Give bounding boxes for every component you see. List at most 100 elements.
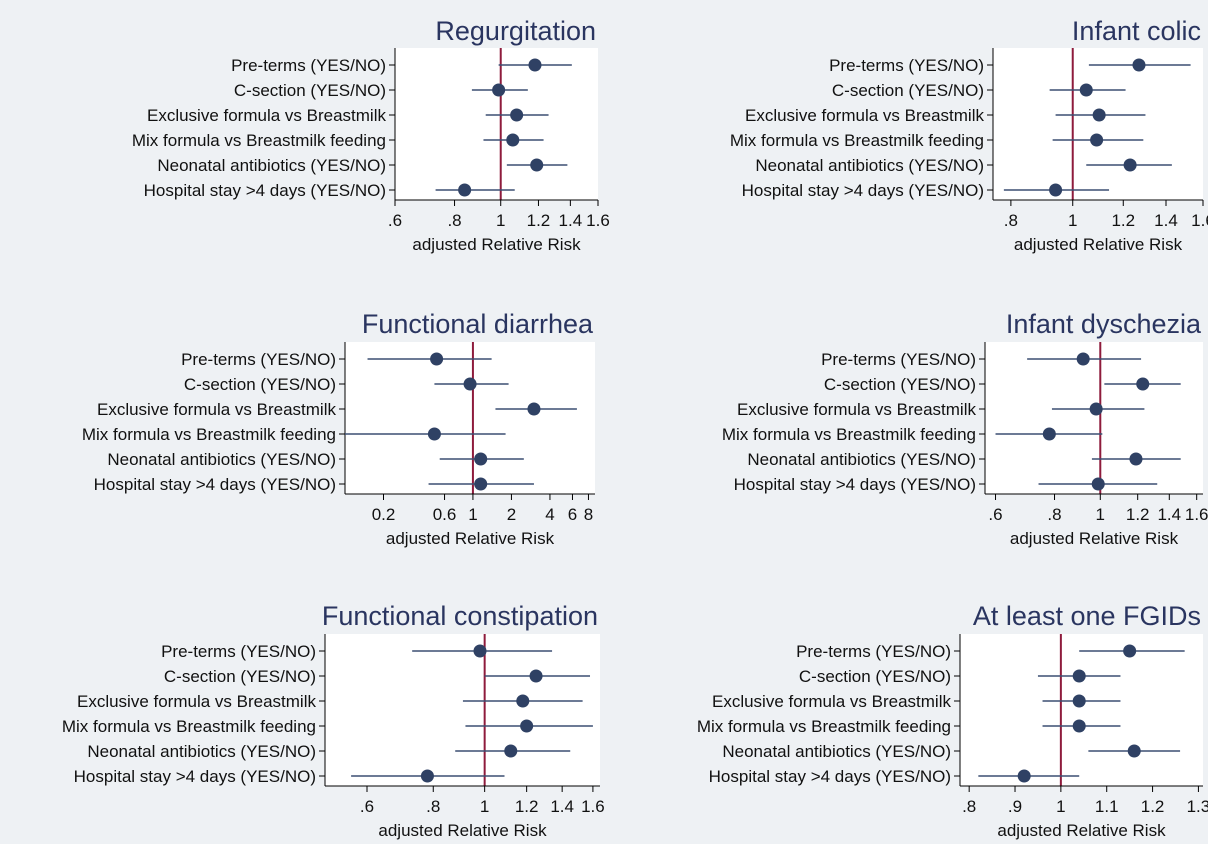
- row-label: Hospital stay >4 days (YES/NO): [734, 475, 976, 494]
- row-label: Neonatal antibiotics (YES/NO): [157, 156, 386, 175]
- point-estimate: [520, 719, 534, 733]
- x-tick-label: 1.2: [1126, 505, 1150, 524]
- x-tick-label: 1.6: [581, 797, 605, 816]
- row-label: C-section (YES/NO): [832, 81, 984, 100]
- point-estimate: [510, 108, 524, 122]
- x-tick-label: 1.4: [1157, 505, 1181, 524]
- panel-title: Infant dyschezia: [1006, 309, 1202, 339]
- panel-title: Functional constipation: [322, 601, 598, 631]
- row-label: C-section (YES/NO): [799, 667, 951, 686]
- plot-area: [960, 634, 1203, 786]
- x-tick-label: .6: [988, 505, 1002, 524]
- row-label: Hospital stay >4 days (YES/NO): [742, 181, 984, 200]
- point-estimate: [530, 158, 544, 172]
- point-estimate: [1129, 452, 1143, 466]
- point-estimate: [430, 352, 444, 366]
- point-estimate: [1136, 377, 1150, 391]
- point-estimate: [1049, 183, 1063, 197]
- point-estimate: [529, 669, 543, 683]
- point-estimate: [474, 452, 488, 466]
- x-tick-label: 1.2: [527, 211, 551, 230]
- point-estimate: [1042, 427, 1056, 441]
- point-estimate: [1132, 58, 1146, 72]
- panel-title: Functional diarrhea: [362, 309, 594, 339]
- x-tick-label: 1.6: [586, 211, 610, 230]
- x-tick-label: 1.6: [1185, 505, 1208, 524]
- point-estimate: [1089, 402, 1103, 416]
- x-tick-label: 1: [468, 505, 477, 524]
- point-estimate: [1017, 769, 1031, 783]
- point-estimate: [492, 83, 506, 97]
- row-label: Neonatal antibiotics (YES/NO): [722, 742, 951, 761]
- row-label: Pre-terms (YES/NO): [161, 642, 316, 661]
- row-label: Neonatal antibiotics (YES/NO): [747, 450, 976, 469]
- x-axis-title: adjusted Relative Risk: [997, 821, 1166, 840]
- point-estimate: [458, 183, 472, 197]
- panel-title: Regurgitation: [435, 16, 596, 46]
- row-label: Hospital stay >4 days (YES/NO): [709, 767, 951, 786]
- row-label: Mix formula vs Breastmilk feeding: [132, 131, 386, 150]
- point-estimate: [1123, 644, 1137, 658]
- x-tick-label: .8: [962, 797, 976, 816]
- point-estimate: [1072, 669, 1086, 683]
- x-tick-label: .8: [1047, 505, 1061, 524]
- x-tick-label: .8: [426, 797, 440, 816]
- row-label: C-section (YES/NO): [824, 375, 976, 394]
- row-label: C-section (YES/NO): [234, 81, 386, 100]
- point-estimate: [1076, 352, 1090, 366]
- plot-area: [993, 48, 1203, 200]
- row-label: Exclusive formula vs Breastmilk: [712, 692, 952, 711]
- row-label: Mix formula vs Breastmilk feeding: [697, 717, 951, 736]
- plot-area: [395, 48, 598, 200]
- x-tick-label: 1.4: [1154, 211, 1178, 230]
- x-tick-label: 1: [496, 211, 505, 230]
- x-tick-label: .8: [447, 211, 461, 230]
- point-estimate: [516, 694, 530, 708]
- x-axis-title: adjusted Relative Risk: [412, 235, 581, 254]
- forest-panel-1: Regurgitation Pre-terms (YES/NO) C-section…: [132, 16, 610, 254]
- row-label: Mix formula vs Breastmilk feeding: [82, 425, 336, 444]
- row-label: Pre-terms (YES/NO): [181, 350, 336, 369]
- x-axis-title: adjusted Relative Risk: [386, 529, 555, 548]
- point-estimate: [504, 744, 518, 758]
- row-label: Hospital stay >4 days (YES/NO): [94, 475, 336, 494]
- x-tick-label: 1.3: [1187, 797, 1208, 816]
- x-tick-label: 1: [1096, 505, 1105, 524]
- x-tick-label: 1.6: [1191, 211, 1208, 230]
- x-axis-title: adjusted Relative Risk: [1014, 235, 1183, 254]
- x-tick-label: 0.6: [433, 505, 457, 524]
- row-label: Hospital stay >4 days (YES/NO): [74, 767, 316, 786]
- forest-panel-6: At least one FGIDs Pre-terms (YES/NO) C-se…: [697, 601, 1208, 840]
- x-tick-label: 4: [545, 505, 554, 524]
- x-tick-label: 1.2: [1111, 211, 1135, 230]
- x-tick-label: 1: [1056, 797, 1065, 816]
- panel-title: At least one FGIDs: [973, 601, 1201, 631]
- row-label: Pre-terms (YES/NO): [231, 56, 386, 75]
- point-estimate: [1072, 719, 1086, 733]
- point-estimate: [527, 402, 541, 416]
- plot-area: [985, 342, 1203, 494]
- x-tick-label: .9: [1008, 797, 1022, 816]
- row-label: Pre-terms (YES/NO): [796, 642, 951, 661]
- point-estimate: [1091, 477, 1105, 491]
- x-tick-label: 6: [568, 505, 577, 524]
- x-tick-label: 1: [480, 797, 489, 816]
- point-estimate: [473, 644, 487, 658]
- x-tick-label: 8: [584, 505, 593, 524]
- point-estimate: [420, 769, 434, 783]
- plot-area: [345, 342, 595, 494]
- x-tick-label: 0.2: [372, 505, 396, 524]
- row-label: Mix formula vs Breastmilk feeding: [730, 131, 984, 150]
- row-label: Exclusive formula vs Breastmilk: [77, 692, 317, 711]
- row-label: Mix formula vs Breastmilk feeding: [62, 717, 316, 736]
- x-tick-label: 2: [507, 505, 516, 524]
- row-label: Mix formula vs Breastmilk feeding: [722, 425, 976, 444]
- point-estimate: [1090, 133, 1104, 147]
- x-tick-label: .8: [1004, 211, 1018, 230]
- x-tick-label: .6: [388, 211, 402, 230]
- row-label: C-section (YES/NO): [164, 667, 316, 686]
- row-label: C-section (YES/NO): [184, 375, 336, 394]
- point-estimate: [1092, 108, 1106, 122]
- row-label: Exclusive formula vs Breastmilk: [147, 106, 387, 125]
